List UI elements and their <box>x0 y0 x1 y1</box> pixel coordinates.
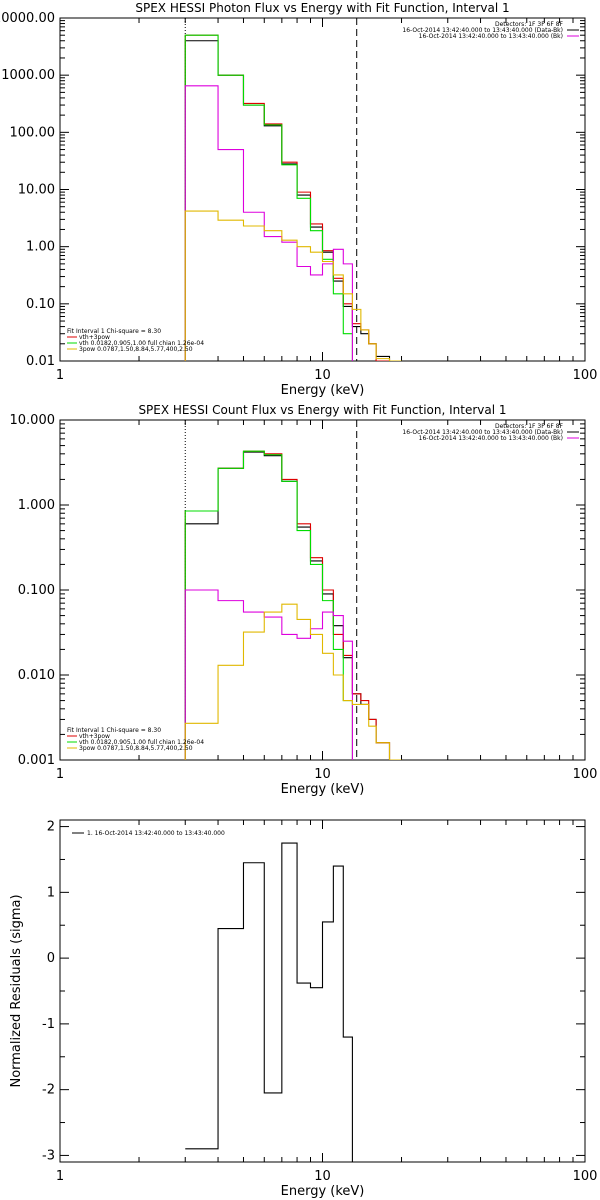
x-tick-label: 10 <box>314 767 331 782</box>
legend-line: vth 0.0182,0.905,1.00 full chian 1.26e-0… <box>79 340 204 347</box>
legend-line: 1. 16-Oct-2014 13:42:40.000 to 13:43:40.… <box>87 830 225 837</box>
y-tick-label: 100.00 <box>10 125 56 140</box>
legend-line: Fit Interval 1 Chi-square = 8.30 <box>67 328 161 335</box>
y-tick-label: 1 <box>47 885 55 900</box>
series-group <box>184 450 402 760</box>
y-tick-label: 1000.00 <box>1 68 55 83</box>
x-tick-label: 100 <box>573 1169 598 1184</box>
y-tick-label: 10.000 <box>10 413 56 428</box>
info-line: 16-Oct-2014 13:42:40.000 to 13:43:40.000… <box>402 27 563 34</box>
plot-frame <box>59 17 586 362</box>
legend-line: vth+3pow <box>79 733 110 740</box>
chart-title: SPEX HESSI Count Flux vs Energy with Fit… <box>138 403 506 417</box>
series-line-yellow <box>184 210 402 361</box>
x-axis-label: Energy (keV) <box>281 383 365 398</box>
y-tick-label: -2 <box>42 1083 55 1098</box>
legend-line: vth+3pow <box>79 334 110 341</box>
x-tick-label: 1 <box>56 368 64 383</box>
series-line-black <box>185 842 353 1162</box>
series-line-black <box>184 40 391 361</box>
chart-panel-1: SPEX HESSI Photon Flux vs Energy with Fi… <box>0 1 597 398</box>
plot-frame <box>59 819 586 1163</box>
chart-title: SPEX HESSI Photon Flux vs Energy with Fi… <box>135 1 509 15</box>
y-tick-label: -1 <box>42 1017 55 1032</box>
y-tick-label: -3 <box>42 1148 55 1163</box>
y-tick-label: 0.10 <box>26 297 55 312</box>
series-line-green <box>184 450 353 760</box>
series-group <box>184 34 402 361</box>
x-axis-label: Energy (keV) <box>281 782 365 797</box>
series-line-magenta <box>184 85 353 361</box>
info-line: 16-Oct-2014 13:42:40.000 to 13:43:40.000… <box>402 429 563 436</box>
y-tick-label: 0.010 <box>18 668 55 683</box>
legend-line: vth 0.0182,0.905,1.00 full chian 1.26e-0… <box>79 739 204 746</box>
x-tick-label: 100 <box>573 368 598 383</box>
x-tick-label: 10 <box>314 368 331 383</box>
x-axis-label: Energy (keV) <box>281 1184 365 1199</box>
x-tick-label: 1 <box>56 767 64 782</box>
info-line: 16-Oct-2014 13:42:40.000 to 13:43:40.000… <box>419 33 563 40</box>
series-line-magenta <box>184 589 353 760</box>
info-line: Detectors: 1F 3F 6F 8F <box>495 21 564 28</box>
x-tick-label: 1 <box>56 1169 64 1184</box>
x-tick-label: 10 <box>314 1169 331 1184</box>
y-tick-label: 10.00 <box>18 183 55 198</box>
x-tick-label: 100 <box>573 767 598 782</box>
series-group <box>185 842 353 1162</box>
series-line-green <box>184 34 353 361</box>
y-tick-label: 0.01 <box>26 354 55 369</box>
chart-panel-2: SPEX HESSI Count Flux vs Energy with Fit… <box>10 403 598 797</box>
series-line-yellow <box>184 603 402 760</box>
series-line-red <box>184 34 390 361</box>
y-tick-label: 0.001 <box>18 753 55 768</box>
chart-panel-3: 1 10 100 -3 -2 -1 0 1 2 Energy (keV) Normalized Re… <box>9 819 598 1199</box>
legend-line: Fit Interval 1 Chi-square = 8.30 <box>67 727 161 734</box>
info-line: 16-Oct-2014 13:42:40.000 to 13:43:40.000… <box>419 435 563 442</box>
y-tick-label: 0.100 <box>18 583 55 598</box>
y-tick-label: 1.00 <box>26 240 55 255</box>
legend-line: 3pow 0.0787,1.50,8.84,5.77,400,2.50 <box>79 745 193 752</box>
info-line: Detectors: 1F 3F 6F 8F <box>495 423 564 430</box>
y-tick-label: 1.000 <box>18 498 55 513</box>
y-tick-label: 10000.00 <box>0 11 55 26</box>
y-tick-label: 0 <box>47 951 55 966</box>
y-tick-label: 2 <box>47 820 55 835</box>
legend-line: 3pow 0.0787,1.50,8.84,5.77,400,2.50 <box>79 346 193 353</box>
y-axis-label: Normalized Residuals (sigma) <box>9 894 24 1087</box>
